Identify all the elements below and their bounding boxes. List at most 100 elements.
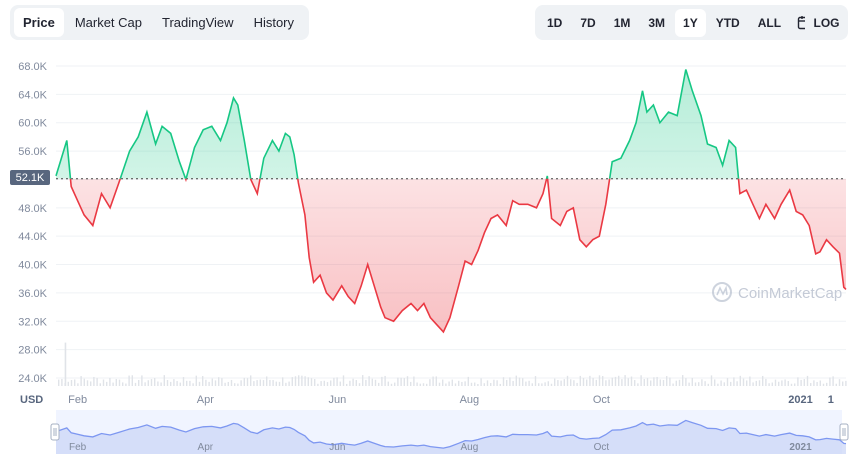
range-7d[interactable]: 7D: [580, 15, 596, 30]
volume-bar: [598, 375, 601, 386]
y-tick-label: 40.0K: [18, 260, 47, 272]
chart-type-tabs: Price Market Cap TradingView History: [10, 5, 310, 40]
volume-bar: [326, 382, 329, 386]
volume-bar: [816, 381, 818, 386]
volume-bar: [496, 380, 498, 386]
volume-bar: [240, 380, 242, 386]
volume-bar: [720, 380, 722, 386]
tab-tradingview[interactable]: TradingView: [162, 15, 234, 30]
volume-bar: [483, 383, 485, 386]
volume-bar: [346, 383, 348, 386]
range-1d[interactable]: 1D: [547, 15, 563, 30]
volume-bar: [582, 378, 585, 386]
volume-bar: [624, 375, 626, 386]
volume-bar: [122, 382, 124, 386]
volume-bar: [198, 381, 201, 386]
navigator-left-handle[interactable]: [50, 423, 60, 441]
volume-bar: [467, 376, 469, 386]
volume-bar: [608, 379, 610, 386]
volume-bar: [794, 383, 796, 386]
volume-bar: [262, 380, 265, 386]
volume-bar: [336, 377, 338, 386]
volume-bar: [819, 380, 821, 386]
range-1y[interactable]: 1Y: [675, 8, 706, 37]
y-tick-label: 60.0K: [18, 118, 47, 130]
volume-bar: [294, 376, 297, 386]
volume-bar: [678, 379, 681, 386]
volume-bar: [563, 379, 565, 386]
volume-bar: [781, 380, 783, 386]
range-3m[interactable]: 3M: [648, 15, 666, 30]
volume-bar: [790, 383, 793, 386]
volume-bar: [378, 382, 380, 386]
volume-bar: [147, 380, 149, 386]
volume-bar: [758, 380, 761, 386]
volume-bar: [96, 378, 98, 386]
volume-bar: [186, 380, 188, 386]
volume-bar: [778, 381, 780, 386]
navigator-area: [56, 420, 846, 454]
volume-bar: [771, 382, 773, 386]
navigator-tick-label: Apr: [198, 442, 214, 453]
volume-bar: [160, 382, 162, 386]
volume-bar: [784, 379, 786, 386]
volume-bar: [650, 380, 652, 386]
navigator-background: [56, 410, 842, 454]
volume-bar: [125, 383, 127, 386]
tab-price[interactable]: Price: [14, 8, 64, 37]
y-tick-label: 44.0K: [18, 231, 47, 243]
volume-bar: [595, 379, 597, 386]
volume-bar: [442, 379, 444, 386]
series-line-down: [69, 178, 847, 334]
volume-bar: [528, 380, 530, 386]
volume-bar: [544, 382, 546, 386]
volume-bar: [400, 377, 402, 386]
volume-bar: [230, 379, 233, 386]
volume-bar: [166, 379, 169, 386]
volume-bar: [589, 375, 591, 386]
volume-bar: [685, 378, 687, 386]
volume-bar: [192, 383, 194, 386]
x-tick-label: Apr: [197, 394, 214, 406]
volume-bar: [173, 379, 175, 386]
volume-bar: [570, 379, 572, 386]
volume-bar: [422, 383, 425, 386]
range-1m[interactable]: 1M: [613, 15, 631, 30]
volume-bar: [256, 380, 258, 386]
volume-bar: [506, 379, 508, 386]
volume-bar: [362, 375, 364, 386]
y-tick-label: 68.0K: [18, 61, 47, 73]
volume-bar: [662, 380, 665, 386]
volume-bar: [58, 379, 60, 386]
log-scale-toggle[interactable]: LOG: [805, 5, 848, 40]
y-tick-label: 36.0K: [18, 288, 47, 300]
volume-bar: [141, 375, 143, 386]
x-tick-label: 1: [828, 394, 834, 406]
volume-bar: [842, 381, 844, 386]
volume-bar: [586, 379, 588, 386]
tab-market-cap[interactable]: Market Cap: [74, 15, 143, 30]
volume-bar: [176, 381, 178, 386]
volume-bar: [832, 376, 834, 386]
volume-bar: [301, 375, 303, 386]
range-ytd[interactable]: YTD: [715, 15, 740, 30]
volume-bar: [666, 376, 668, 386]
x-tick-label: Feb: [68, 394, 87, 406]
volume-bar: [413, 376, 415, 386]
navigator-right-handle[interactable]: [839, 423, 849, 441]
volume-bar: [410, 381, 412, 386]
volume-bar: [640, 375, 642, 386]
y-gridlines: [56, 65, 846, 379]
volume-bar: [381, 376, 383, 386]
volume-bar: [374, 379, 377, 386]
volume-bar: [416, 382, 418, 386]
volume-bar: [614, 376, 617, 386]
volume-bar: [474, 382, 476, 386]
tab-history[interactable]: History: [253, 15, 295, 30]
y-axis: 24.0K 28.0K 32.0K 36.0K 40.0K 44.0K 48.0K 52.0K…: [18, 61, 47, 385]
volume-bar: [304, 376, 306, 386]
volume-bar: [397, 377, 399, 386]
volume-bar: [470, 382, 473, 386]
range-all[interactable]: ALL: [757, 15, 782, 30]
volume-bar: [707, 383, 709, 386]
